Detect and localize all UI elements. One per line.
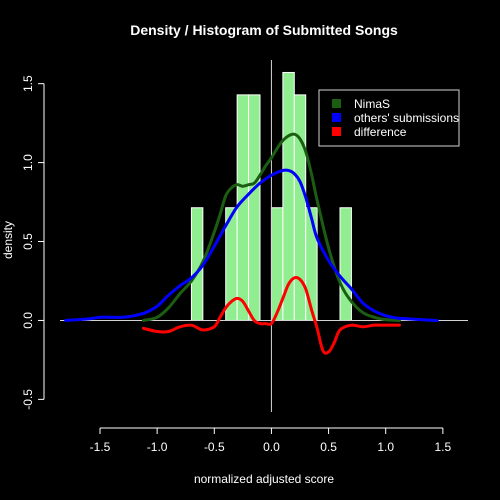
histogram-bars <box>190 71 352 321</box>
histogram-bar-8 <box>339 207 352 321</box>
legend-label-0: NimaS <box>354 97 390 111</box>
others-submissions-density-curve <box>64 168 439 322</box>
legend-label-2: difference <box>354 125 407 139</box>
histogram-bar-2 <box>236 94 250 321</box>
legend-box <box>318 89 460 147</box>
nimas-density-curve <box>141 132 401 322</box>
y-tick-label-0: -0.5 <box>21 389 35 410</box>
difference-curve <box>141 275 401 355</box>
y-tick-label-1: 0.0 <box>21 312 35 329</box>
x-tick-label-0: -1.5 <box>90 440 111 454</box>
y-tick-label-4: 1.5 <box>21 75 35 92</box>
x-tick-label-4: 0.5 <box>320 440 337 454</box>
histogram-bar-7 <box>305 207 318 321</box>
axes: -1.5 -1.0 -0.5 0.0 0.5 1.0 1.5 -0.5 0.0 0.5 1.0 1.5 <box>21 75 452 454</box>
x-tick-label-1: -1.0 <box>147 440 168 454</box>
histogram-bar-3 <box>248 94 261 321</box>
legend-swatch-2 <box>332 127 341 136</box>
x-tick-label-5: 1.0 <box>377 440 394 454</box>
legend-swatch-0 <box>332 99 341 108</box>
y-axis-label: density <box>1 221 15 259</box>
density-curves <box>64 132 439 355</box>
legend-swatch-1 <box>332 113 341 122</box>
y-tick-label-2: 0.5 <box>21 233 35 250</box>
x-tick-label-2: -0.5 <box>204 440 225 454</box>
legend-label-1: others' submissions <box>354 111 459 125</box>
x-axis-label: normalized adjusted score <box>194 472 334 486</box>
chart-title: Density / Histogram of Submitted Songs <box>130 22 398 38</box>
y-tick-label-3: 1.0 <box>21 154 35 171</box>
x-tick-label-3: 0.0 <box>263 440 280 454</box>
x-tick-label-6: 1.5 <box>435 440 452 454</box>
